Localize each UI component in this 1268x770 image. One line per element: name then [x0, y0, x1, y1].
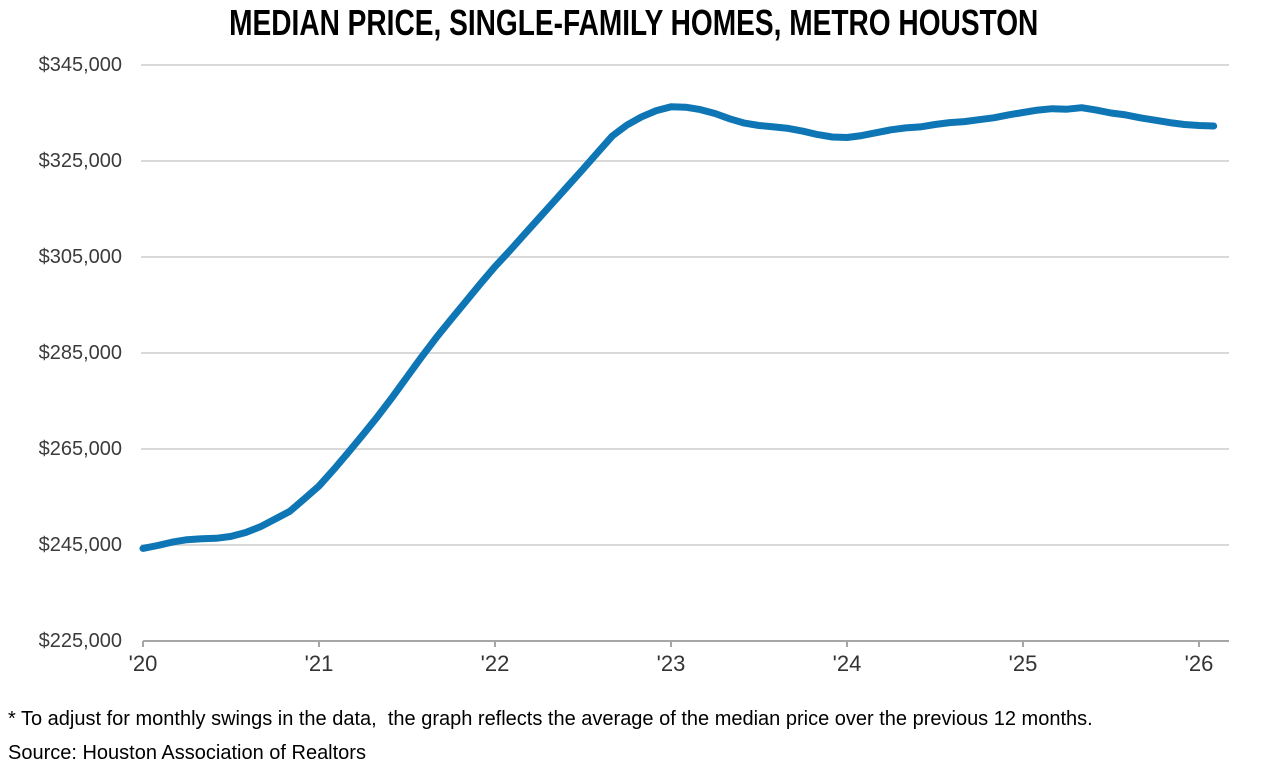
x-tick-label: '24 [832, 651, 862, 676]
x-tick-label: '21 [304, 651, 334, 676]
x-tick-label: '26 [1184, 651, 1214, 676]
x-tick-label: '20 [128, 651, 158, 676]
y-tick-label: $265,000 [38, 438, 122, 460]
chart-title-text: MEDIAN PRICE, SINGLE-FAMILY HOMES, METRO… [229, 2, 1039, 43]
y-tick-label: $305,000 [38, 246, 122, 268]
y-tick-label: $285,000 [38, 342, 122, 364]
x-axis-ticks [142, 641, 1200, 647]
y-tick-label: $345,000 [38, 54, 122, 76]
gridlines [141, 64, 1229, 546]
x-tick-label: '23 [656, 651, 686, 676]
y-tick-label: $325,000 [38, 150, 122, 172]
chart-title: MEDIAN PRICE, SINGLE-FAMILY HOMES, METRO… [0, 2, 1268, 44]
price-line-series [139, 103, 1218, 552]
source-text: Source: Houston Association of Realtors [8, 742, 366, 764]
x-tick-label: '25 [1008, 651, 1038, 676]
x-tick-label: '22 [480, 651, 510, 676]
footnote-text: * To adjust for monthly swings in the da… [8, 708, 1093, 730]
y-tick-label: $245,000 [38, 534, 122, 556]
y-tick-label: $225,000 [38, 630, 122, 652]
